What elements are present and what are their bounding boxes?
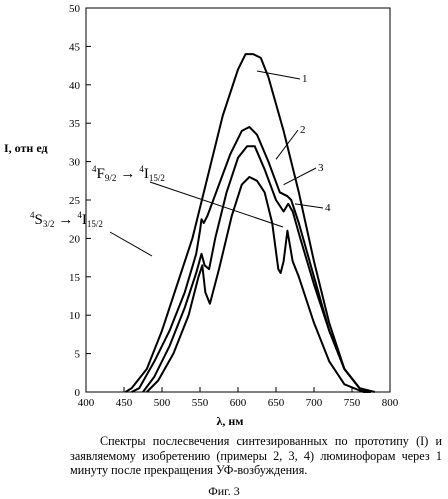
annot1-main2: I xyxy=(144,166,149,182)
y-tick-label: 20 xyxy=(69,233,81,245)
svg-text:4S3/2→4I15/2: 4S3/2 → 4I15/2 xyxy=(30,210,103,229)
series-label-leader-1 xyxy=(256,70,301,80)
series-label-leader-4 xyxy=(294,203,324,209)
annot1-sup-left2: 4 xyxy=(139,164,144,174)
y-tick-label: 5 xyxy=(75,349,81,361)
svg-text:4F9/2→4I15/2: 4F9/2 → 4I15/2 xyxy=(92,164,165,183)
x-axis-label: λ, нм xyxy=(217,414,244,428)
x-tick-label: 650 xyxy=(268,397,285,409)
annot1-main: F xyxy=(97,166,105,182)
annot2-sub: 3/2 xyxy=(43,219,55,229)
y-tick-label: 30 xyxy=(69,157,81,169)
y-tick-label: 40 xyxy=(69,80,81,92)
x-tick-label: 550 xyxy=(192,397,209,409)
plot-frame xyxy=(85,7,391,393)
spectra-chart: 0 5 10 15 20 25 30 35 40 45 50 400 450 500 550 600 650 7… xyxy=(4,3,399,428)
x-tick-label: 400 xyxy=(78,397,95,409)
annot2-pointer xyxy=(109,231,153,257)
series-label-3: 3 xyxy=(318,162,324,174)
y-tick-label: 10 xyxy=(69,310,81,322)
y-axis-ticks: 0 5 10 15 20 25 30 35 40 45 50 xyxy=(69,3,91,399)
series-line-1 xyxy=(124,53,368,393)
x-tick-label: 750 xyxy=(344,397,361,409)
x-tick-label: 500 xyxy=(154,397,171,409)
annot2-main2: I xyxy=(82,212,87,228)
x-tick-label: 450 xyxy=(116,397,133,409)
annot1-arrow: → xyxy=(120,166,135,182)
annot2-sup-left: 4 xyxy=(30,210,35,220)
series-label-1: 1 xyxy=(302,73,308,85)
y-tick-label: 25 xyxy=(69,195,81,207)
series-line-4 xyxy=(146,176,371,393)
series-line-2 xyxy=(131,126,372,393)
series-label-2: 2 xyxy=(300,124,306,136)
curve-labels-group: 1 2 3 4 xyxy=(256,70,331,214)
annot2-sub2: 15/2 xyxy=(87,219,103,229)
curves-group xyxy=(124,53,376,393)
y-tick-label: 15 xyxy=(69,272,81,284)
annot2-arrow: → xyxy=(58,212,73,228)
y-axis-label: I, отн ед xyxy=(4,141,48,155)
annot1-sub2: 15/2 xyxy=(149,173,165,183)
series-label-leader-2 xyxy=(275,129,299,160)
figure-caption: Спектры послесвечения синтезированных по… xyxy=(70,434,442,477)
series-line-3 xyxy=(142,145,376,393)
y-tick-label: 35 xyxy=(69,118,81,130)
annot1-sub: 9/2 xyxy=(105,173,117,183)
figure-label: Фиг. 3 xyxy=(208,484,240,498)
series-label-leader-3 xyxy=(283,167,317,186)
x-tick-label: 700 xyxy=(306,397,323,409)
series-label-4: 4 xyxy=(325,202,331,214)
annot1-pointer xyxy=(149,181,284,228)
annot2-main: S xyxy=(35,212,43,228)
annot2-sup-left2: 4 xyxy=(77,210,82,220)
x-tick-label: 800 xyxy=(382,397,399,409)
annot1-sup-left: 4 xyxy=(92,164,97,174)
annotation-s32-i152: 4S3/2 → 4I15/2 xyxy=(30,210,153,257)
y-tick-label: 0 xyxy=(75,387,81,399)
y-tick-label: 50 xyxy=(69,3,81,15)
x-tick-label: 600 xyxy=(230,397,247,409)
annotation-f92-i152: 4F9/2 → 4I15/2 xyxy=(92,164,284,228)
y-tick-label: 45 xyxy=(69,41,81,53)
x-axis-ticks: 400 450 500 550 600 650 700 750 800 xyxy=(78,387,399,409)
